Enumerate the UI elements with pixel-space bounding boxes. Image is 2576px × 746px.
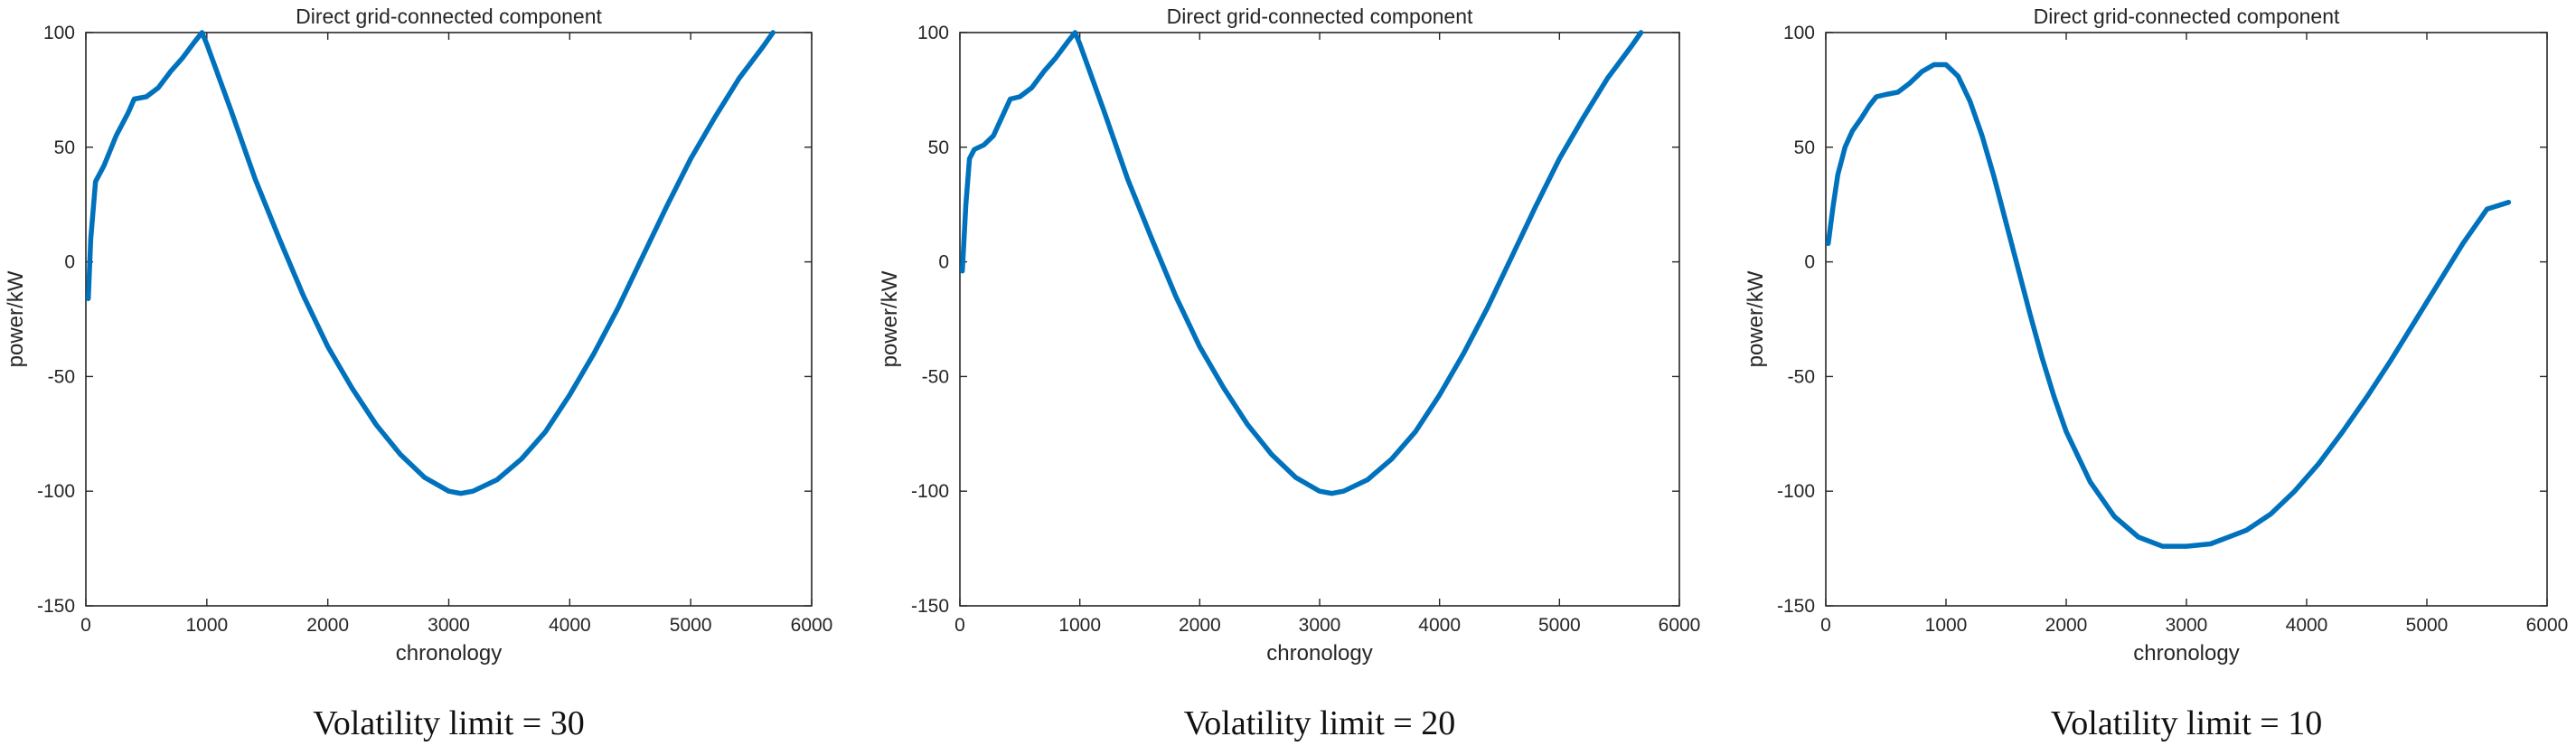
x-tick-label: 0 [1820, 615, 1831, 636]
chart-panel-3: 0 1000 2000 3000 4000 5000 6000 -150 -100 -50 0 50 1… [1744, 5, 2568, 742]
x-tick-label: 3000 [2166, 615, 2208, 636]
y-tick-label: 50 [1794, 137, 1815, 158]
chart-title: Direct grid-connected component [296, 5, 602, 28]
y-tick-label: -100 [911, 481, 949, 502]
x-tick-label: 0 [80, 615, 91, 636]
series-line-1 [959, 30, 1644, 496]
x-tick-label: 2000 [2045, 615, 2088, 636]
x-tick-label: 1000 [185, 615, 228, 636]
y-axis-label: power/kW [4, 270, 28, 367]
y-tick-label: -150 [37, 596, 75, 617]
chart-panel-2: 0 1000 2000 3000 4000 5000 6000 -150 -100 -50 0 50 1… [878, 5, 1700, 742]
x-axis-label: chronology [2133, 641, 2239, 666]
y-tick-label: 100 [43, 23, 75, 43]
y-tick-label: 0 [1804, 252, 1815, 273]
y-tick-label: 0 [64, 252, 75, 273]
y-tick-label: 50 [928, 137, 949, 158]
panel-caption: Volatility limit = 30 [313, 704, 584, 742]
x-tick-label: 5000 [1538, 615, 1581, 636]
x-axis-label: chronology [1266, 641, 1372, 666]
x-tick-label: 5000 [670, 615, 712, 636]
x-tick-label: 4000 [1418, 615, 1461, 636]
x-tick-label: 3000 [428, 615, 470, 636]
x-tick-label: 6000 [2526, 615, 2569, 636]
x-tick-label: 6000 [791, 615, 833, 636]
x-tick-label: 1000 [1058, 615, 1101, 636]
y-tick-label: 100 [917, 23, 949, 43]
x-tick-label: 1000 [1925, 615, 1968, 636]
plot-area-frame [959, 32, 1680, 607]
y-axis-label: power/kW [1744, 270, 1768, 367]
panel-caption: Volatility limit = 20 [1184, 704, 1455, 742]
x-tick-label: 4000 [2286, 615, 2328, 636]
y-tick-label: 50 [54, 137, 75, 158]
x-tick-label: 5000 [2406, 615, 2449, 636]
series-line-1 [85, 30, 776, 496]
x-tick-label: 4000 [549, 615, 591, 636]
x-tick-label: 2000 [1179, 615, 1221, 636]
y-tick-label: -100 [1777, 481, 1815, 502]
y-tick-label: -150 [1777, 596, 1815, 617]
x-tick-label: 3000 [1299, 615, 1341, 636]
y-tick-label: -50 [922, 366, 949, 387]
panel-caption: Volatility limit = 10 [2051, 704, 2322, 742]
y-axis-label: power/kW [878, 270, 902, 367]
x-tick-label: 2000 [306, 615, 349, 636]
y-tick-label: -50 [1788, 366, 1815, 387]
y-tick-label: -100 [37, 481, 75, 502]
plot-area-frame [85, 32, 813, 607]
x-tick-label: 0 [954, 615, 965, 636]
x-axis-label: chronology [396, 641, 502, 666]
y-tick-label: -50 [48, 366, 75, 387]
y-tick-label: 100 [1783, 23, 1815, 43]
chart-title: Direct grid-connected component [2034, 5, 2340, 28]
chart-title: Direct grid-connected component [1167, 5, 1473, 28]
chart-panel-1: 0 1000 2000 3000 4000 5000 6000 -150 -100 -50 0 50 1… [4, 5, 832, 742]
y-tick-label: 0 [938, 252, 949, 273]
x-tick-label: 6000 [1659, 615, 1701, 636]
plot-area-frame [1825, 32, 2548, 607]
series-line-1 [1825, 61, 2512, 549]
y-tick-label: -150 [911, 596, 949, 617]
